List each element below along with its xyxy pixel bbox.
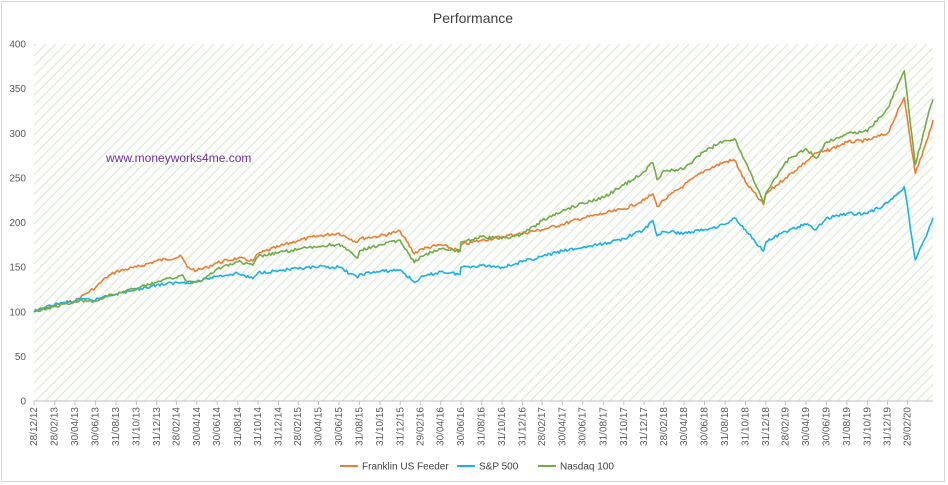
- x-tick-label: 30/04/13: [70, 407, 81, 446]
- x-tick-label: 30/06/16: [456, 407, 467, 446]
- y-tick-label: 50: [15, 352, 27, 363]
- x-tick-label: 28/02/13: [50, 407, 61, 446]
- x-tick-label: 31/10/19: [862, 407, 873, 446]
- x-tick-label: 28/02/15: [293, 407, 304, 446]
- x-tick-label: 30/04/17: [557, 407, 568, 446]
- y-tick-label: 250: [9, 173, 26, 184]
- plot-area-background: [34, 44, 933, 401]
- x-tick-label: 30/06/15: [334, 407, 345, 446]
- x-tick-label: 31/08/14: [233, 407, 244, 446]
- legend: Franklin US Feeder S&P 500 Nasdaq 100: [340, 462, 614, 473]
- x-tick-label: 31/08/19: [842, 407, 853, 446]
- x-tick-label: 30/04/15: [314, 407, 325, 446]
- x-tick-label: 30/06/13: [90, 407, 101, 446]
- x-tick-label: 31/10/14: [253, 407, 264, 446]
- chart-title: Performance: [433, 10, 513, 26]
- x-tick-label: 30/04/14: [192, 407, 203, 446]
- legend-label: S&P 500: [479, 462, 519, 473]
- x-tick-label: 31/12/19: [883, 407, 894, 446]
- x-tick-label: 29/02/16: [415, 407, 426, 446]
- x-tick-label: 31/08/18: [720, 407, 731, 446]
- x-tick-label: 31/08/17: [598, 407, 609, 446]
- x-tick-label: 30/06/19: [821, 407, 832, 446]
- x-tick-label: 30/06/18: [699, 407, 710, 446]
- y-tick-label: 100: [9, 307, 26, 318]
- legend-label: Nasdaq 100: [560, 462, 614, 473]
- legend-label: Franklin US Feeder: [362, 462, 449, 473]
- x-tick-label: 30/04/18: [679, 407, 690, 446]
- x-tick-label: 30/04/19: [801, 407, 812, 446]
- series-lines: [33, 70, 934, 313]
- x-tick-label: 31/12/13: [152, 407, 163, 446]
- series-line-franklin-us-feeder: [33, 96, 934, 313]
- x-tick-label: 31/12/17: [639, 407, 650, 446]
- x-tick-label: 28/02/14: [171, 407, 182, 446]
- y-tick-label: 300: [9, 129, 26, 140]
- y-axis: 0 50 100 150 200 250 300 350 400: [9, 40, 26, 408]
- x-tick-label: 29/02/20: [903, 407, 914, 446]
- x-tick-label: 31/10/18: [741, 407, 752, 446]
- y-tick-label: 200: [9, 218, 26, 229]
- x-tick-label: 30/06/14: [212, 407, 223, 446]
- x-tick-label: 31/12/16: [517, 407, 528, 446]
- y-tick-label: 350: [9, 84, 26, 95]
- x-tick-label: 31/10/15: [375, 407, 386, 446]
- series-line-nasdaq-100: [33, 70, 934, 313]
- series-line-s-p-500: [33, 186, 934, 313]
- x-tick-label: 28/12/12: [29, 407, 40, 446]
- x-tick-label: 31/10/16: [497, 407, 508, 446]
- y-tick-label: 0: [20, 397, 26, 408]
- y-tick-label: 150: [9, 263, 26, 274]
- x-tick-label: 31/12/14: [274, 407, 285, 446]
- x-tick-label: 28/02/19: [781, 407, 792, 446]
- x-axis: 28/12/12 28/02/13 30/04/13 30/06/13 31/08/13…: [29, 401, 914, 446]
- x-tick-label: 28/02/17: [537, 407, 548, 446]
- x-tick-label: 30/06/17: [578, 407, 589, 446]
- x-tick-label: 31/08/15: [355, 407, 366, 446]
- x-tick-label: 31/12/18: [761, 407, 772, 446]
- x-tick-label: 28/02/18: [659, 407, 670, 446]
- x-tick-label: 31/10/17: [619, 407, 630, 446]
- y-tick-label: 400: [9, 40, 26, 51]
- x-tick-label: 31/08/13: [111, 407, 122, 446]
- x-tick-label: 31/12/15: [395, 407, 406, 446]
- watermark: www.moneyworks4me.com: [105, 151, 251, 165]
- x-tick-label: 31/08/16: [477, 407, 488, 446]
- x-tick-label: 31/10/13: [131, 407, 142, 446]
- x-tick-label: 30/04/16: [436, 407, 447, 446]
